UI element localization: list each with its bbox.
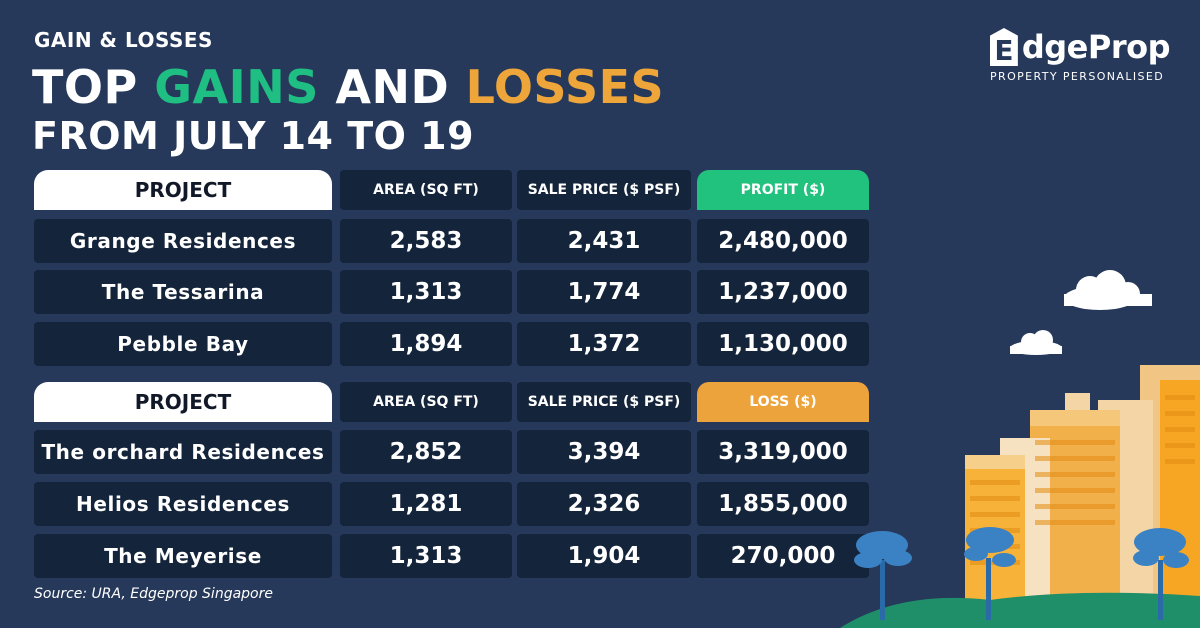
- edgeprop-logo: E dgeProp PROPERTY PERSONALISED: [990, 28, 1171, 83]
- losses-header-price: SALE PRICE ($ PSF): [517, 382, 691, 422]
- title-losses: LOSSES: [465, 60, 665, 114]
- source-note: Source: URA, Edgeprop Singapore: [34, 586, 273, 602]
- gains-row-3-profit: 1,130,000: [697, 322, 869, 366]
- title-gains: GAINS: [154, 60, 319, 114]
- gains-row-2-project: The Tessarina: [34, 270, 332, 314]
- losses-row-3-loss: 270,000: [697, 534, 869, 578]
- logo-name: dgeProp: [1021, 28, 1171, 66]
- gains-row-1-profit: 2,480,000: [697, 219, 869, 263]
- losses-row-3-project: The Meyerise: [34, 534, 332, 578]
- losses-header-loss: LOSS ($): [697, 382, 869, 422]
- losses-row-2-area: 1,281: [340, 482, 512, 526]
- logo-mark-icon: E: [990, 28, 1018, 66]
- losses-header-project: PROJECT: [34, 382, 332, 422]
- title-part2: AND: [318, 60, 466, 114]
- small-cloud-icon: [1010, 330, 1062, 355]
- tree-icon: [1133, 528, 1189, 620]
- title-part1: TOP: [32, 60, 155, 114]
- losses-row-1-area: 2,852: [340, 430, 512, 474]
- gains-row-3-area: 1,894: [340, 322, 512, 366]
- gains-header-area: AREA (SQ FT): [340, 170, 512, 210]
- logo-tagline: PROPERTY PERSONALISED: [990, 70, 1165, 83]
- tree-icon: [854, 531, 912, 620]
- page-title: TOP GAINS AND LOSSES: [32, 60, 664, 114]
- gains-row-1-project: Grange Residences: [34, 219, 332, 263]
- gains-row-2-profit: 1,237,000: [697, 270, 869, 314]
- gains-row-3-project: Pebble Bay: [34, 322, 332, 366]
- losses-row-2-loss: 1,855,000: [697, 482, 869, 526]
- losses-row-1-price: 3,394: [517, 430, 691, 474]
- page-subtitle: FROM JULY 14 TO 19: [32, 114, 475, 158]
- kicker: GAIN & LOSSES: [34, 28, 213, 52]
- gains-header-profit: PROFIT ($): [697, 170, 869, 210]
- gains-header-price: SALE PRICE ($ PSF): [517, 170, 691, 210]
- cloud-icon: [1064, 270, 1152, 310]
- losses-row-3-price: 1,904: [517, 534, 691, 578]
- gains-row-1-price: 2,431: [517, 219, 691, 263]
- gains-row-1-area: 2,583: [340, 219, 512, 263]
- gains-row-2-price: 1,774: [517, 270, 691, 314]
- losses-row-1-loss: 3,319,000: [697, 430, 869, 474]
- city-illustration: [840, 270, 1200, 628]
- gains-row-2-area: 1,313: [340, 270, 512, 314]
- gains-header-project: PROJECT: [34, 170, 332, 210]
- tree-icon: [964, 527, 1016, 620]
- losses-row-3-area: 1,313: [340, 534, 512, 578]
- losses-row-1-project: The orchard Residences: [34, 430, 332, 474]
- ground: [840, 592, 1200, 628]
- losses-header-area: AREA (SQ FT): [340, 382, 512, 422]
- gains-row-3-price: 1,372: [517, 322, 691, 366]
- losses-row-2-price: 2,326: [517, 482, 691, 526]
- losses-row-2-project: Helios Residences: [34, 482, 332, 526]
